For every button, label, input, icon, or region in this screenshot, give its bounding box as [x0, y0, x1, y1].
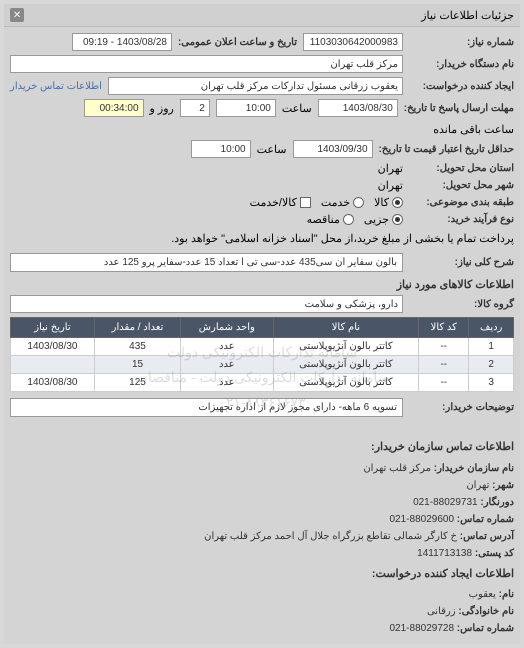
city-label: شهر محل تحویل:: [409, 180, 514, 191]
process-radio-group: جزیی مناقصه: [307, 213, 403, 226]
th-qty: تعداد / مقدار: [94, 318, 180, 338]
buyer-name-value: مرکز قلب تهران: [10, 55, 403, 73]
subject-type-label: طبقه بندی موضوعی:: [409, 197, 514, 208]
goods-table: ردیف کد کالا نام کالا واحد شمارش تعداد /…: [10, 317, 514, 392]
time-label-2: ساعت: [257, 143, 287, 156]
radio-goods[interactable]: [392, 197, 403, 208]
validity-date: 1403/09/30: [293, 140, 373, 158]
table-row: 1--کاتتر بالون آنژیوپلاستیعدد4351403/08/…: [11, 338, 514, 356]
th-row: ردیف: [469, 318, 514, 338]
close-icon[interactable]: ✕: [10, 8, 24, 22]
deadline-time: 10:00: [216, 99, 276, 117]
goods-group-label: گروه کالا:: [409, 299, 514, 310]
contact-title: اطلاعات تماس سازمان خریدار:: [10, 439, 514, 457]
buyer-notes-value: تسویه 6 ماهه- دارای مجوز لازم از اداره ت…: [10, 398, 403, 417]
province-value: تهران: [378, 162, 403, 175]
announce-date-label: تاریخ و ساعت اعلان عمومی:: [178, 37, 297, 48]
checkbox-goods-service[interactable]: [300, 197, 311, 208]
validity-time: 10:00: [191, 140, 251, 158]
contact-section: اطلاعات تماس سازمان خریدار: نام سازمان خ…: [4, 427, 520, 644]
province-label: استان محل تحویل:: [409, 163, 514, 174]
th-date: تاریخ نیاز: [11, 318, 95, 338]
process-note: پرداخت تمام یا بخشی از مبلغ خرید،از محل …: [171, 232, 514, 245]
buyer-notes-label: توضیحات خریدار:: [409, 402, 514, 413]
th-name: نام کالا: [273, 318, 419, 338]
validity-label: حداقل تاریخ اعتبار قیمت تا تاریخ:: [379, 144, 514, 155]
radio-tender[interactable]: [343, 214, 354, 225]
remain-label: ساعت باقی مانده: [433, 123, 514, 136]
deadline-date: 1403/08/30: [318, 99, 398, 117]
deadline-label: مهلت ارسال پاسخ تا تاریخ:: [404, 103, 514, 114]
goods-group-value: دارو، پزشکی و سلامت: [10, 295, 403, 313]
panel-title: جزئیات اطلاعات نیاز: [421, 9, 514, 22]
day-remain-label: روز و: [150, 102, 174, 115]
goods-section-title: اطلاعات کالاهای مورد نیاز: [10, 278, 514, 291]
table-row: 2--کاتتر بالون آنژیوپلاستیعدد15: [11, 356, 514, 374]
need-number-value: 1103030642000983: [303, 33, 403, 51]
need-title-value: بالون سفایر ان سی435 عدد-سی تی ا تعداد 1…: [10, 253, 403, 272]
radio-service[interactable]: [353, 197, 364, 208]
table-row: 3--کاتتر بالون آنژیوپلاستیعدد1251403/08/…: [11, 374, 514, 392]
days-value: 2: [180, 99, 210, 117]
creator-contact-title: اطلاعات ایجاد کننده درخواست:: [10, 566, 514, 584]
buyer-name-label: نام دستگاه خریدار:: [409, 59, 514, 70]
time-remain: 00:34:00: [84, 99, 144, 117]
th-code: کد کالا: [419, 318, 469, 338]
need-number-label: شماره نیاز:: [409, 37, 514, 48]
subject-radio-group: کالا خدمت کالا/خدمت: [250, 196, 403, 209]
panel-header: جزئیات اطلاعات نیاز ✕: [4, 4, 520, 27]
details-section: شماره نیاز: 1103030642000983 تاریخ و ساع…: [4, 27, 520, 427]
radio-minor[interactable]: [392, 214, 403, 225]
process-type-label: نوع فرآیند خرید:: [409, 214, 514, 225]
need-title-label: شرح کلی نیاز:: [409, 257, 514, 268]
announce-date-value: 1403/08/28 - 09:19: [72, 33, 172, 51]
time-label-1: ساعت: [282, 102, 312, 115]
th-unit: واحد شمارش: [181, 318, 273, 338]
creator-value: یعقوب زرقانی مسئول تدارکات مرکز قلب تهرا…: [108, 77, 403, 95]
contact-link[interactable]: اطلاعات تماس خریدار: [10, 81, 102, 92]
creator-label: ایجاد کننده درخواست:: [409, 81, 514, 92]
city-value: تهران: [378, 179, 403, 192]
